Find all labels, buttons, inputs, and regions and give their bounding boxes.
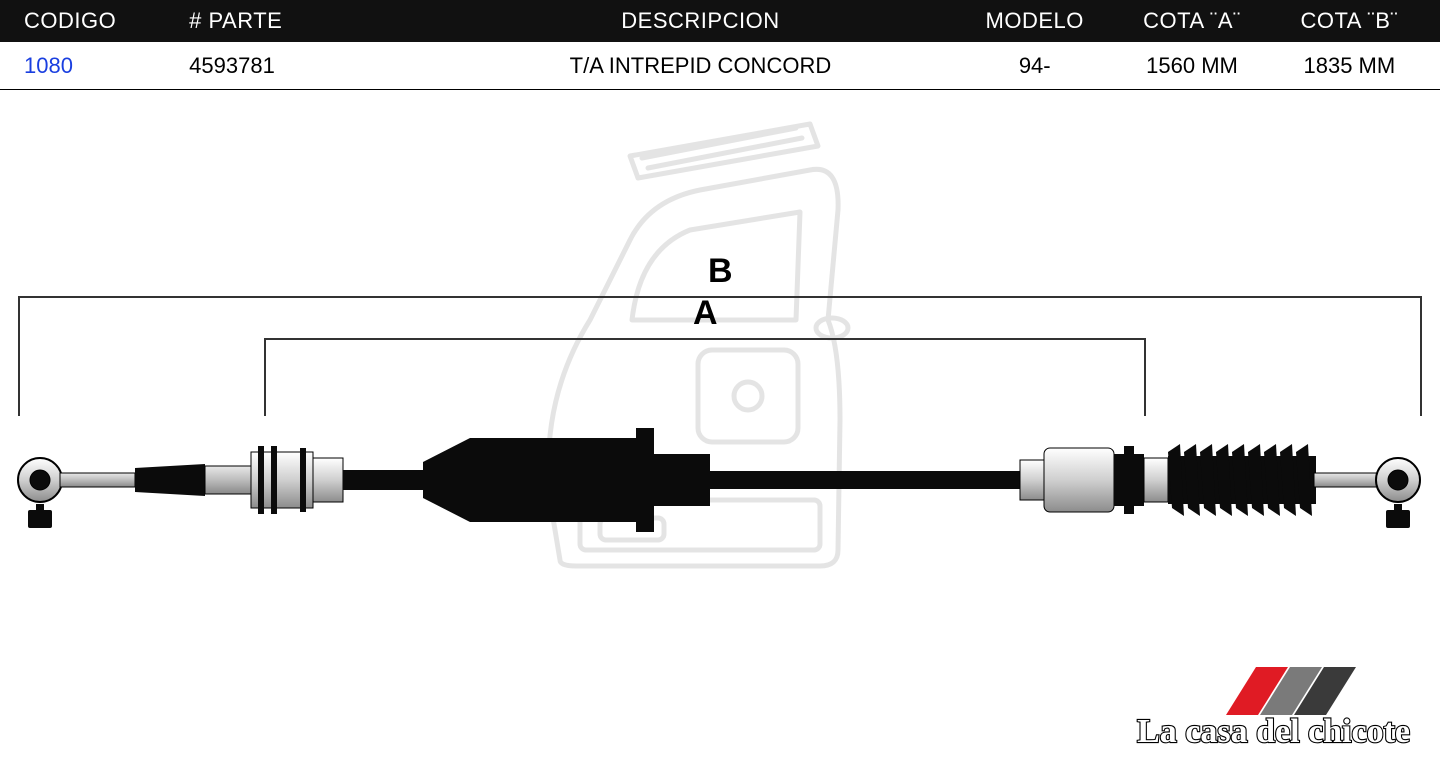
dimension-label-b: B [708, 252, 733, 291]
col-header-modelo: MODELO [956, 8, 1113, 34]
right-fitting [1020, 446, 1168, 514]
dimension-bracket-a [264, 338, 1146, 416]
col-header-cota-a: COTA ¨A¨ [1113, 8, 1270, 34]
center-housing [423, 428, 710, 532]
cell-modelo: 94- [956, 53, 1113, 79]
cell-codigo: 1080 [12, 53, 189, 79]
brand-logo: La casa del chicote [996, 667, 1416, 755]
diagram-area: B A [0, 90, 1440, 650]
accordion-boot [1168, 444, 1316, 516]
right-eyelet [1376, 458, 1420, 528]
cell-parte: 4593781 [189, 53, 445, 79]
cell-cota-b: 1835 MM [1271, 53, 1428, 79]
col-header-parte: # PARTE [189, 8, 445, 34]
cell-descripcion: T/A INTREPID CONCORD [445, 53, 956, 79]
brand-text: La casa del chicote [1137, 713, 1410, 751]
col-header-codigo: CODIGO [12, 8, 189, 34]
col-header-cota-b: COTA ¨B¨ [1271, 8, 1428, 34]
col-header-descripcion: DESCRIPCION [445, 8, 956, 34]
left-eyelet [18, 458, 62, 528]
table-data-row: 1080 4593781 T/A INTREPID CONCORD 94- 15… [0, 42, 1440, 90]
cable-diagram [0, 410, 1440, 580]
left-fitting [251, 446, 343, 514]
table-header-row: CODIGO # PARTE DESCRIPCION MODELO COTA ¨… [0, 0, 1440, 42]
cell-cota-a: 1560 MM [1113, 53, 1270, 79]
